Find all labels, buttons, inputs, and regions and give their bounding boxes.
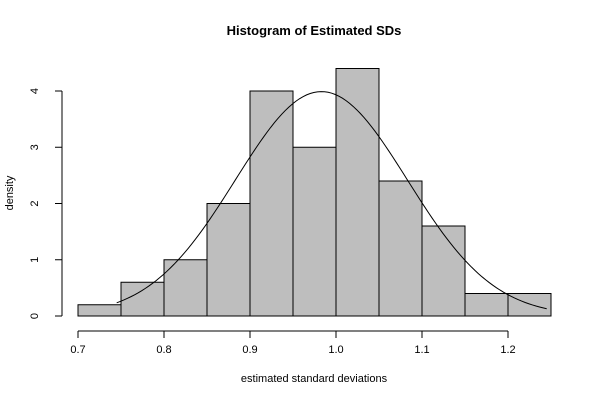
histogram-bar <box>249 90 294 317</box>
chart-title: Histogram of Estimated SDs <box>227 23 402 38</box>
y-tick-label: 2 <box>29 200 41 206</box>
histogram-bar <box>292 146 337 317</box>
histogram-bar <box>335 68 380 317</box>
histogram-bar <box>206 203 251 317</box>
histogram-bar <box>378 180 423 317</box>
x-tick-label: 0.7 <box>70 344 85 356</box>
histogram-bar <box>163 259 208 317</box>
y-tick-label: 1 <box>29 257 41 263</box>
y-tick-label: 0 <box>29 313 41 319</box>
bars-group <box>77 68 552 317</box>
y-axis: 0 1 2 3 4 <box>29 88 63 319</box>
x-tick-label: 0.9 <box>242 344 257 356</box>
x-tick-label: 1.0 <box>328 344 343 356</box>
x-tick-label: 0.8 <box>156 344 171 356</box>
x-tick-label: 1.1 <box>414 344 429 356</box>
y-tick-label: 3 <box>29 144 41 150</box>
x-axis-label: estimated standard deviations <box>241 373 388 385</box>
histogram-bar <box>120 281 165 317</box>
histogram-bar <box>464 293 509 317</box>
x-tick-label: 1.2 <box>500 344 515 356</box>
y-tick-label: 4 <box>29 88 41 94</box>
histogram-bar <box>421 225 466 317</box>
density-curve <box>116 91 547 310</box>
y-axis-label: density <box>4 175 16 210</box>
histogram-bar <box>77 304 122 317</box>
histogram-bar <box>507 293 552 317</box>
x-axis: 0.7 0.8 0.9 1.0 1.1 1.2 <box>70 330 516 356</box>
